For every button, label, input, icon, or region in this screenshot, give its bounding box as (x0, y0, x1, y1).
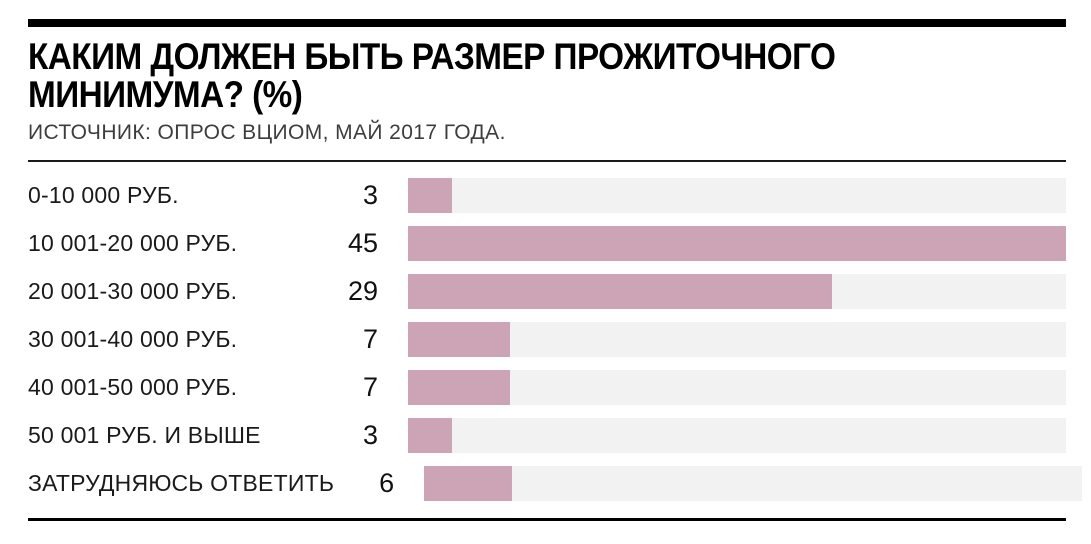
bar-track (408, 274, 1066, 309)
chart-row: ЗАТРУДНЯЮСЬ ОТВЕТИТЬ 6 (28, 466, 1083, 501)
content-area: КАКИМ ДОЛЖЕН БЫТЬ РАЗМЕР ПРОЖИТОЧНОГО МИ… (28, 19, 1083, 521)
chart-row: 50 001 РУБ. И ВЫШЕ 3 (28, 418, 1066, 453)
bar-track (408, 226, 1066, 261)
category-label: ЗАТРУДНЯЮСЬ ОТВЕТИТЬ (28, 470, 335, 496)
chart-title-line2: МИНИМУМА? (%) (28, 74, 303, 115)
chart-row: 40 001-50 000 РУБ. 7 (28, 370, 1066, 405)
bar-track (408, 418, 1066, 453)
top-accent-bar (28, 19, 1066, 27)
bar-fill (408, 418, 452, 453)
value-label: 6 (379, 468, 395, 498)
bar-fill (408, 370, 511, 405)
category-label: 40 001-50 000 РУБ. (28, 374, 238, 400)
bar-track (408, 322, 1066, 357)
category-label: 50 001 РУБ. И ВЫШЕ (28, 422, 261, 448)
bar-fill (408, 226, 1066, 261)
category-label: 0-10 000 РУБ. (28, 182, 179, 208)
value-label: 7 (362, 324, 378, 354)
bar-track (424, 466, 1083, 501)
category-label: 10 001-20 000 РУБ. (28, 230, 238, 256)
bar-fill (424, 466, 512, 501)
chart-source: ИСТОЧНИК: ОПРОС ВЦИОМ, МАЙ 2017 ГОДА. (28, 121, 506, 144)
value-label: 3 (362, 180, 378, 210)
bar-fill (408, 274, 833, 309)
value-label: 29 (347, 276, 378, 306)
chart-row: 10 001-20 000 РУБ. 45 (28, 226, 1066, 261)
bar-fill (408, 322, 511, 357)
bar-track (408, 178, 1066, 213)
value-label: 7 (362, 372, 378, 402)
chart-row: 30 001-40 000 РУБ. 7 (28, 322, 1066, 357)
chart-row: 20 001-30 000 РУБ. 29 (28, 274, 1066, 309)
value-label: 3 (362, 420, 378, 450)
category-label: 30 001-40 000 РУБ. (28, 326, 238, 352)
chart-title-line1: КАКИМ ДОЛЖЕН БЫТЬ РАЗМЕР ПРОЖИТОЧНОГО (28, 36, 836, 77)
chart-row: 0-10 000 РУБ. 3 (28, 178, 1066, 213)
bar-chart-rows: 0-10 000 РУБ. 3 10 001-20 000 РУБ. 45 20… (28, 178, 1083, 501)
bar-track (408, 370, 1066, 405)
chart-title: КАКИМ ДОЛЖЕН БЫТЬ РАЗМЕР ПРОЖИТОЧНОГО МИ… (28, 38, 962, 114)
bottom-rule (28, 518, 1066, 521)
bar-fill (408, 178, 452, 213)
header-divider-rule (28, 160, 1066, 162)
value-label: 45 (347, 228, 378, 258)
category-label: 20 001-30 000 РУБ. (28, 278, 238, 304)
